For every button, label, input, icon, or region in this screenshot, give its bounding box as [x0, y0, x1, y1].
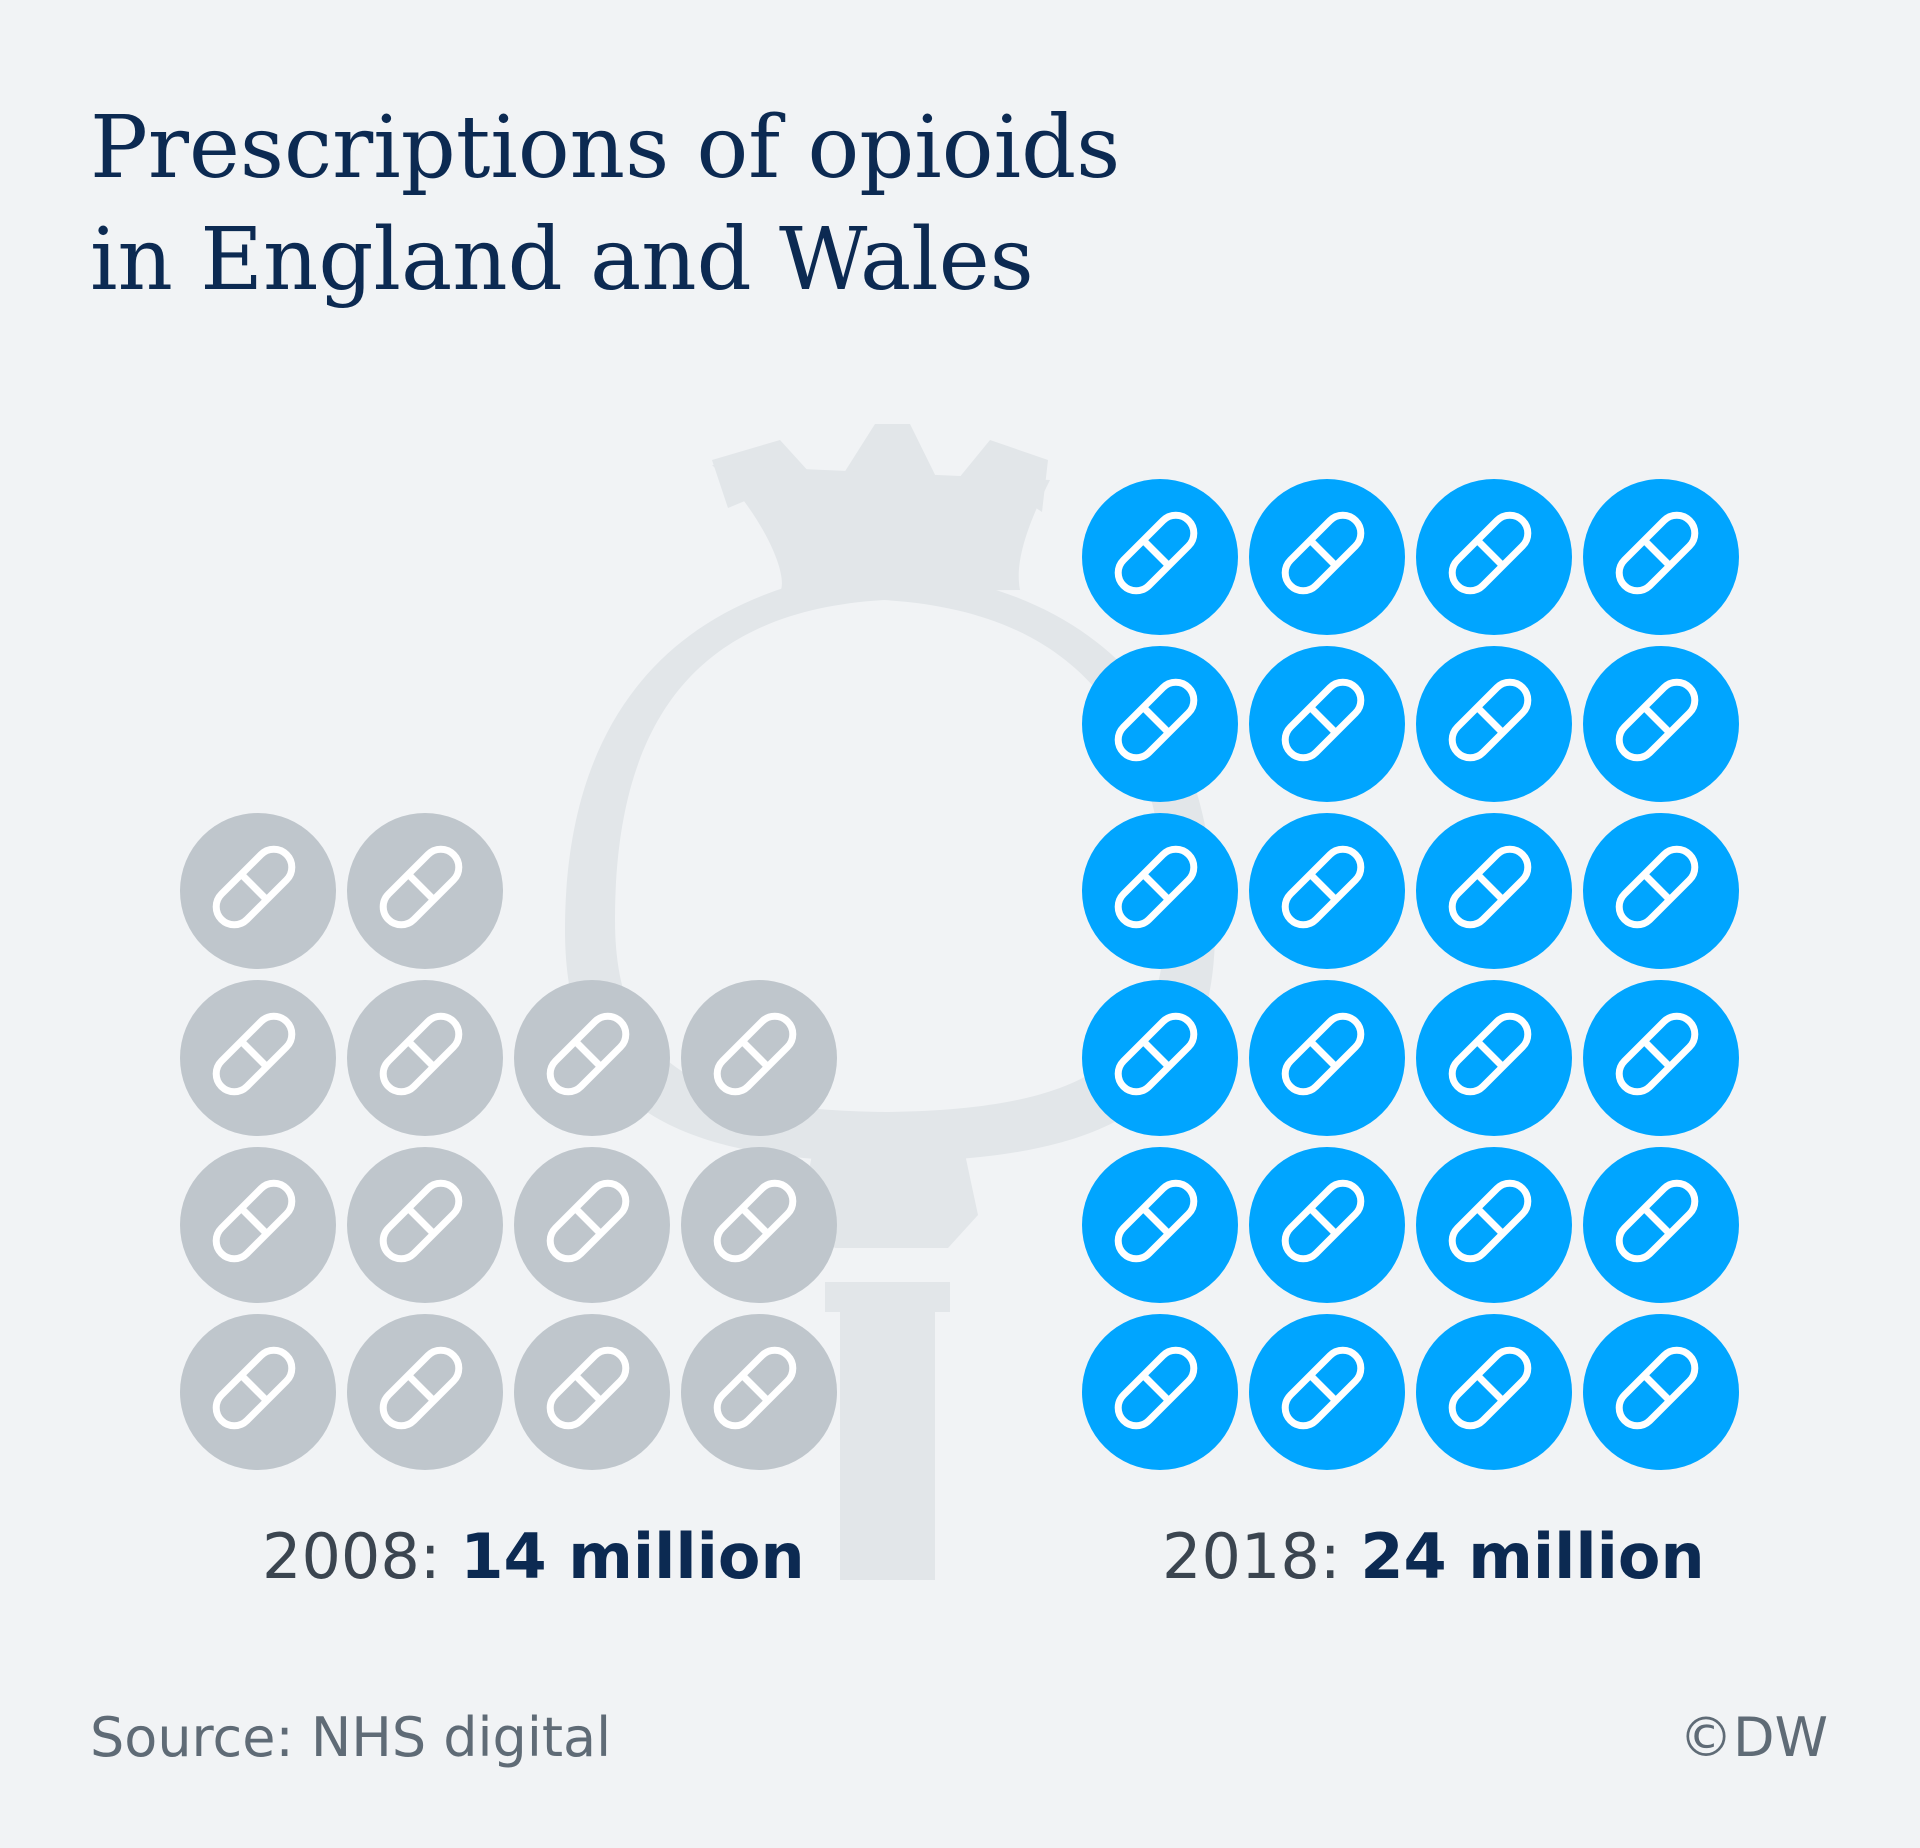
pill-grid-2008 [180, 813, 837, 1470]
label-2018-year: 2018: [1162, 1520, 1341, 1593]
pill-grid-2018 [1082, 479, 1739, 1470]
chart-title: Prescriptions of opioids in England and … [90, 92, 1590, 316]
chart-title-line-2: in England and Wales [90, 210, 1034, 310]
chart-title-line-1: Prescriptions of opioids [90, 98, 1121, 198]
label-2018-value: 24 million [1360, 1520, 1705, 1593]
label-2018: 2018: 24 million [1162, 1520, 1705, 1593]
label-2008-year: 2008: [262, 1520, 441, 1593]
credit-logo: ©DW [1679, 1706, 1828, 1769]
poppy-icon [565, 424, 1215, 1580]
source-note: Source: NHS digital [90, 1706, 612, 1769]
label-2008: 2008: 14 million [262, 1520, 805, 1593]
label-2008-value: 14 million [460, 1520, 805, 1593]
